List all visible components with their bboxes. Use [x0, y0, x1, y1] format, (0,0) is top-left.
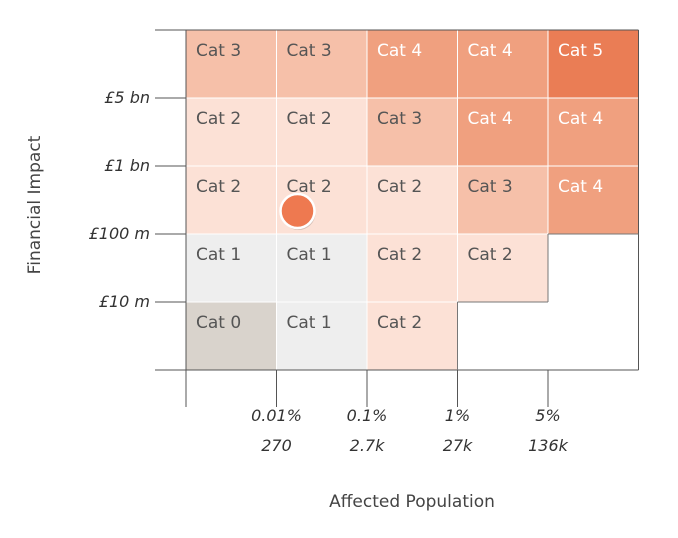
y-tick-label-1: £1 bn	[104, 156, 150, 175]
x-tick-label-pct-3: 5%	[535, 406, 560, 425]
cell-label-r0-c2: Cat 4	[377, 41, 422, 61]
cell-label-r3-c0: Cat 1	[196, 245, 241, 265]
x-axis-title: Affected Population	[329, 492, 495, 512]
matrix-cell-r3-c2	[366, 233, 458, 303]
cell-label-r2-c0: Cat 2	[196, 177, 241, 197]
cell-label-r0-c1: Cat 3	[287, 41, 332, 61]
matrix-cell-r2-c4	[547, 165, 639, 235]
y-axis-title: Financial Impact	[25, 135, 45, 274]
x-tick-label-count-3: 136k	[528, 436, 569, 455]
cell-label-r0-c4: Cat 5	[558, 41, 603, 61]
x-tick-label-pct-0: 0.01%	[251, 406, 302, 425]
cell-label-r1-c4: Cat 4	[558, 109, 603, 129]
x-tick-label-count-0: 270	[261, 436, 292, 455]
cell-label-r2-c4: Cat 4	[558, 177, 603, 197]
x-tick-label-count-2: 27k	[443, 436, 473, 455]
cell-label-r2-c3: Cat 3	[468, 177, 513, 197]
matrix-cell-r4-c2	[366, 301, 458, 371]
cell-label-r3-c3: Cat 2	[468, 245, 513, 265]
x-tick-label-count-1: 2.7k	[350, 436, 385, 455]
matrix-gridlines	[155, 29, 639, 407]
y-tick-label-0: £5 bn	[104, 88, 150, 107]
matrix-cell-r2-c3	[457, 165, 549, 235]
x-tick-label-pct-1: 0.1%	[347, 406, 388, 425]
matrix-cell-r1-c4	[547, 97, 639, 167]
cell-label-r1-c0: Cat 2	[196, 109, 241, 129]
y-tick-label-3: £10 m	[99, 292, 150, 311]
cell-label-r4-c0: Cat 0	[196, 313, 241, 333]
cell-label-r3-c2: Cat 2	[377, 245, 422, 265]
matrix-cell-r1-c2	[366, 97, 458, 167]
matrix-cell-r0-c3	[457, 29, 549, 99]
cell-label-r1-c2: Cat 3	[377, 109, 422, 129]
cell-label-r4-c2: Cat 2	[377, 313, 422, 333]
cell-label-r1-c1: Cat 2	[287, 109, 332, 129]
y-tick-label-2: £100 m	[89, 224, 150, 243]
cell-label-r1-c3: Cat 4	[468, 109, 513, 129]
matrix-cell-r0-c1	[276, 29, 368, 99]
matrix-cell-r0-c4	[547, 29, 639, 99]
cell-label-r4-c1: Cat 1	[287, 313, 332, 333]
matrix-cell-r3-c3	[457, 233, 549, 303]
risk-marker	[279, 192, 316, 230]
cell-label-r0-c0: Cat 3	[196, 41, 241, 61]
matrix-cells: Cat 3 Cat 3 Cat 4 Cat 4 Cat 5 Cat 2 Cat 2 Cat 3…	[185, 29, 639, 371]
cell-label-r2-c2: Cat 2	[377, 177, 422, 197]
axis-ticks: £5 bn £1 bn £100 m £10 m 0.01% 270 0.1% 2.7k 1% 2…	[89, 88, 569, 455]
cell-label-r0-c3: Cat 4	[468, 41, 513, 61]
cell-label-r3-c1: Cat 1	[287, 245, 332, 265]
cell-label-r2-c1: Cat 2	[287, 177, 332, 197]
matrix-cell-r0-c0	[185, 29, 277, 99]
x-tick-label-pct-2: 1%	[445, 406, 470, 425]
marker-layer	[279, 192, 316, 230]
matrix-cell-r2-c2	[366, 165, 458, 235]
matrix-cell-r1-c0	[185, 97, 277, 167]
